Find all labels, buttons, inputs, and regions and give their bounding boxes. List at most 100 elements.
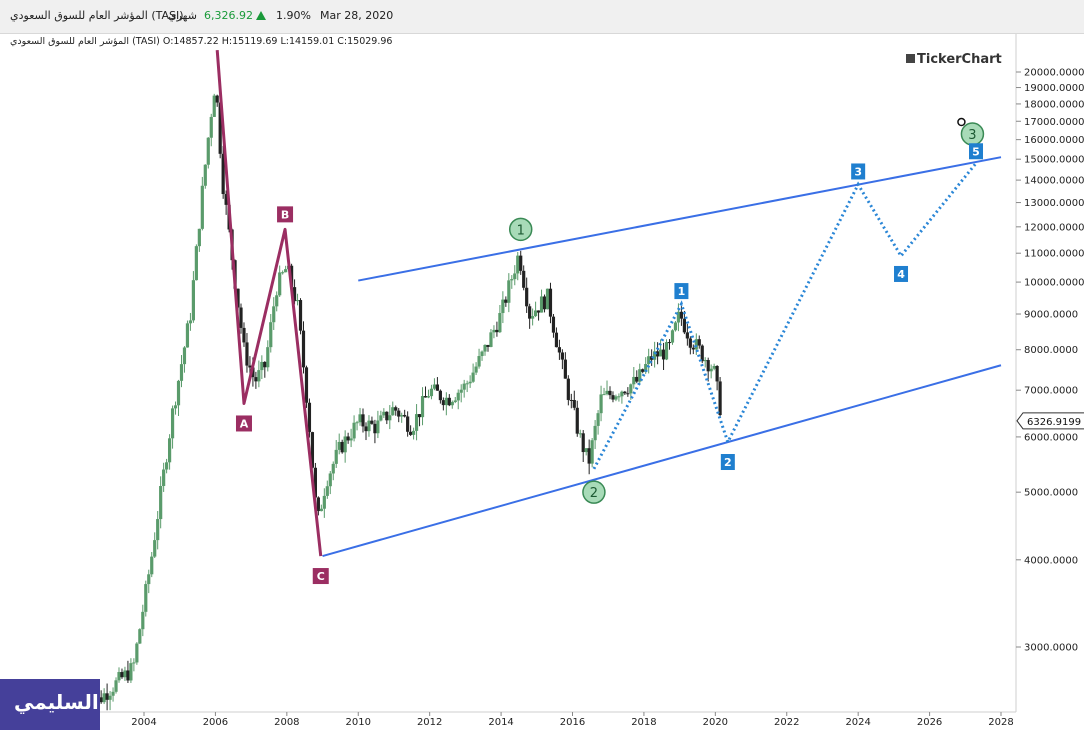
candle-body — [563, 359, 567, 379]
candle-body — [420, 396, 425, 418]
candle-body — [159, 486, 163, 520]
candle-body — [310, 432, 315, 468]
candle-body — [501, 299, 505, 314]
y-tick-label: 12000.0000 — [1024, 222, 1084, 233]
candle-body — [608, 390, 612, 396]
candle-body — [248, 365, 252, 368]
candle-body — [691, 347, 695, 350]
candle-body — [656, 351, 660, 357]
candle-body — [349, 438, 353, 441]
candle-body — [200, 185, 204, 229]
candle-body — [352, 422, 356, 439]
candle-body — [394, 407, 398, 411]
candle-body — [108, 695, 112, 700]
candle-body — [492, 329, 496, 333]
candle-body — [590, 440, 594, 464]
candle-body — [599, 394, 603, 414]
wave-label-a: A — [240, 417, 249, 430]
x-tick-label: 2026 — [917, 717, 942, 728]
symbol-name[interactable]: المؤشر العام للسوق السعودي (TASI) — [10, 9, 184, 22]
candle-body — [221, 153, 225, 195]
last-price-tag — [1016, 412, 1084, 430]
candle-body — [525, 287, 529, 307]
candle-body — [483, 344, 487, 352]
y-tick-label: 8000.0000 — [1024, 345, 1078, 356]
wave-label-b: B — [281, 208, 289, 221]
candle-body — [453, 400, 457, 403]
candle-body — [153, 540, 157, 557]
wave-label-c-box — [312, 568, 329, 585]
candle-body — [715, 365, 719, 382]
candle-body — [340, 441, 344, 453]
candle-body — [712, 365, 716, 369]
candle-body — [373, 423, 377, 434]
y-tick-label: 15000.0000 — [1024, 155, 1084, 166]
candle-body — [331, 463, 335, 474]
candle-body — [367, 420, 371, 432]
candle-body — [554, 332, 559, 348]
candle-body — [251, 367, 255, 378]
candle-body — [498, 313, 502, 333]
candle-body — [144, 584, 148, 612]
candle-body — [388, 415, 392, 421]
candle-body — [581, 433, 585, 453]
candle-body — [578, 433, 582, 435]
candle-body — [298, 300, 303, 331]
projected-wave-3-box — [851, 163, 866, 180]
candle-body — [542, 296, 547, 310]
candle-body — [572, 400, 576, 408]
circled-wave-2 — [582, 480, 606, 504]
candle-body — [528, 306, 532, 319]
candle-body — [489, 332, 493, 347]
circled-wave-2-label: 2 — [590, 486, 598, 501]
y-tick-label: 6000.0000 — [1024, 432, 1078, 443]
last-value: 6,326.92 — [204, 9, 253, 22]
x-tick-label: 2010 — [346, 717, 371, 728]
candle-body — [557, 347, 562, 353]
candle-body — [462, 383, 466, 390]
candle-body — [444, 397, 448, 406]
candle-body — [167, 438, 172, 463]
y-tick-label: 18000.0000 — [1024, 99, 1084, 110]
candle-body — [170, 408, 175, 439]
candle-body — [135, 643, 139, 663]
candle-body — [429, 388, 434, 397]
candle-body — [465, 383, 469, 385]
change-percent: 1.90% — [276, 9, 311, 22]
candle-body — [534, 310, 538, 317]
candle-body — [566, 378, 570, 400]
projected-wave-2: 2 — [724, 456, 732, 469]
period-label[interactable]: شهري — [168, 9, 197, 22]
candle-body — [182, 347, 187, 365]
ticker-chart-logo: TickerChart — [906, 52, 1002, 67]
candle-body — [450, 402, 454, 406]
projected-wave-2-box — [720, 454, 735, 471]
candle-body — [632, 376, 636, 385]
candle-body — [539, 296, 544, 313]
candle-body — [709, 368, 713, 372]
candle-body — [272, 306, 276, 323]
candle-body — [507, 280, 511, 303]
candle-body — [165, 462, 169, 470]
projected-wave-4: 4 — [897, 268, 905, 281]
candle-body — [376, 420, 380, 434]
candle-body — [105, 693, 109, 700]
projected-wave-5-box — [969, 143, 984, 160]
candle-body — [185, 323, 190, 348]
candle-body — [117, 672, 121, 681]
candle-body — [626, 393, 630, 395]
candle-body — [361, 414, 365, 427]
projected-wave-3: 3 — [854, 165, 862, 178]
candle-body — [337, 441, 341, 450]
candle-body — [611, 395, 615, 400]
candle-body — [676, 311, 681, 323]
author-name: السليمي — [14, 690, 99, 714]
candle-body — [548, 288, 553, 317]
candle-body — [545, 288, 550, 310]
candle-body — [477, 356, 481, 367]
y-tick-label: 19000.0000 — [1024, 83, 1084, 94]
candle-body — [658, 349, 663, 357]
candle-body — [385, 411, 389, 421]
